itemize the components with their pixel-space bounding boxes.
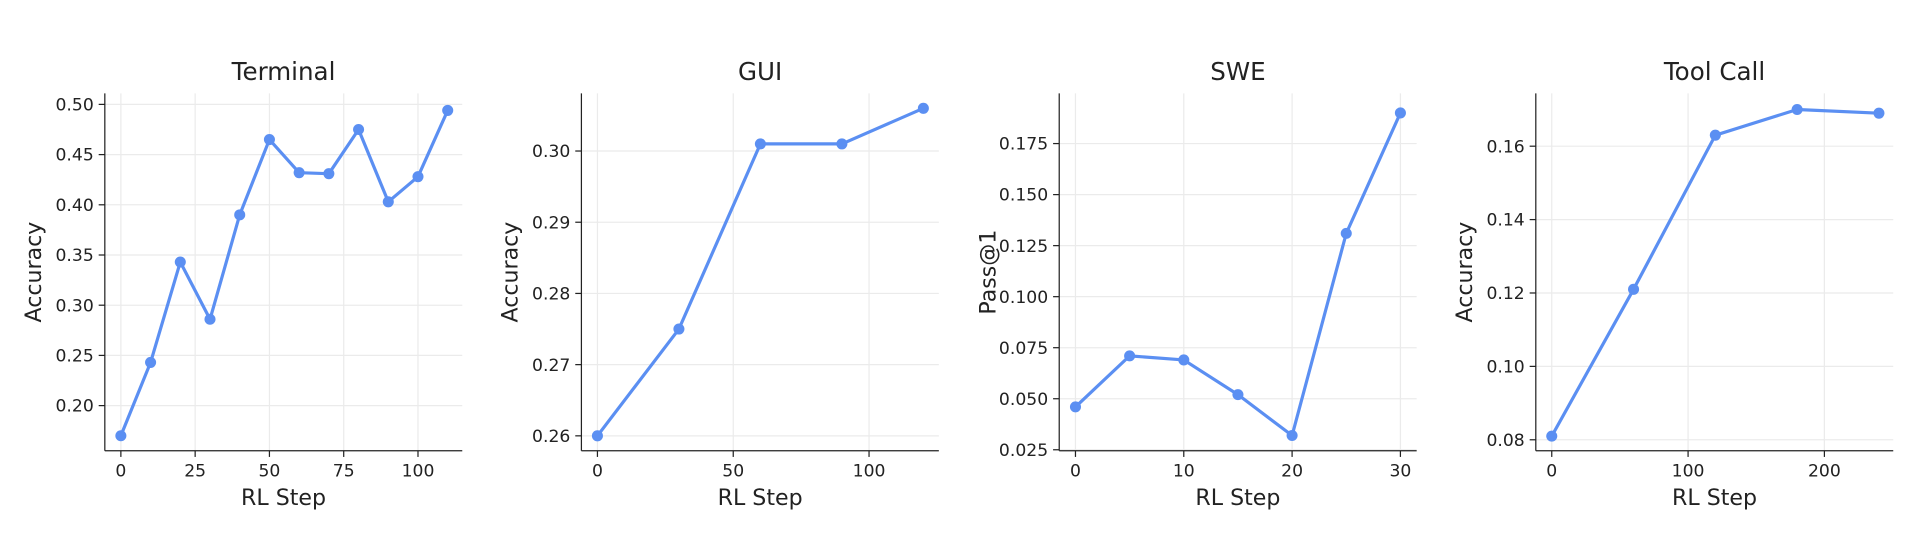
y-tick-label: 0.30	[55, 296, 93, 316]
data-point	[1232, 389, 1244, 401]
y-tick-label: 0.35	[55, 246, 93, 266]
x-tick-label: 0	[1546, 462, 1557, 482]
data-point	[1178, 354, 1190, 366]
x-tick-label: 10	[1173, 462, 1195, 482]
x-tick-label: 100	[853, 462, 886, 482]
x-axis-label: RL Step	[241, 485, 326, 511]
chart-title: GUI	[738, 57, 782, 86]
data-point	[204, 313, 216, 325]
y-tick-label: 0.16	[1486, 137, 1524, 157]
y-tick-label: 0.45	[55, 146, 93, 166]
x-tick-label: 200	[1808, 462, 1841, 482]
data-point	[412, 171, 424, 183]
data-point	[263, 134, 275, 146]
data-point	[673, 323, 685, 335]
data-line	[119, 109, 450, 437]
y-tick-label: 0.050	[999, 390, 1048, 410]
y-tick-label: 0.12	[1486, 284, 1524, 304]
data-point	[1286, 429, 1298, 442]
y-tick-label: 0.14	[1486, 211, 1524, 231]
data-point	[293, 167, 305, 179]
data-point	[1069, 401, 1081, 413]
x-tick-label: 100	[402, 462, 435, 482]
data-point	[234, 209, 246, 221]
data-point	[323, 168, 335, 180]
y-tick-label: 0.29	[532, 213, 570, 233]
data-point	[591, 430, 603, 442]
y-tick-label: 0.025	[999, 441, 1048, 461]
y-tick-label: 0.175	[999, 135, 1048, 155]
data-point	[1709, 129, 1721, 141]
x-tick-label: 30	[1389, 462, 1411, 482]
data-point	[1873, 107, 1885, 119]
y-tick-label: 0.150	[999, 186, 1048, 206]
y-tick-label: 0.30	[532, 142, 570, 162]
data-point	[382, 196, 394, 208]
x-tick-label: 0	[592, 462, 603, 482]
data-point	[754, 138, 766, 150]
x-tick-label: 0	[1070, 462, 1081, 482]
y-tick-label: 0.50	[55, 96, 93, 116]
data-point	[442, 104, 454, 116]
y-tick-label: 0.075	[999, 339, 1048, 359]
data-line	[1550, 107, 1880, 437]
data-point	[353, 123, 365, 136]
x-axis-label: RL Step	[718, 485, 803, 511]
y-tick-label: 0.27	[532, 356, 570, 376]
x-axis-label: RL Step	[1195, 485, 1280, 511]
y-tick-label: 0.28	[532, 285, 570, 305]
data-point	[174, 256, 186, 268]
chart-title: Terminal	[231, 57, 336, 86]
y-tick-label: 0.125	[999, 237, 1048, 257]
x-tick-label: 75	[333, 462, 355, 482]
y-tick-label: 0.100	[999, 288, 1048, 308]
x-tick-label: 100	[1672, 462, 1705, 482]
data-point	[1791, 103, 1803, 116]
data-point	[1546, 430, 1558, 442]
chart-title: Tool Call	[1663, 57, 1765, 86]
data-point	[145, 356, 157, 368]
data-point	[115, 430, 127, 442]
data-point	[1340, 227, 1352, 239]
x-tick-label: 50	[722, 462, 744, 482]
y-tick-label: 0.26	[532, 427, 570, 447]
y-tick-label: 0.10	[1486, 358, 1524, 378]
y-axis-label: Accuracy	[498, 222, 524, 323]
y-tick-label: 0.40	[55, 196, 93, 216]
y-tick-label: 0.25	[55, 347, 93, 367]
y-tick-label: 0.20	[55, 397, 93, 417]
data-point	[836, 138, 848, 150]
data-point	[1628, 283, 1640, 295]
x-tick-label: 50	[258, 462, 280, 482]
data-point	[1124, 350, 1136, 362]
data-point	[1394, 107, 1406, 119]
x-tick-label: 25	[184, 462, 206, 482]
data-line	[1074, 112, 1402, 438]
y-axis-label: Pass@1	[975, 230, 1001, 315]
data-point	[917, 102, 929, 114]
data-line	[596, 106, 925, 437]
y-axis-label: Accuracy	[21, 222, 47, 323]
x-tick-label: 0	[115, 462, 126, 482]
chart-title: SWE	[1210, 57, 1265, 86]
y-axis-label: Accuracy	[1452, 222, 1478, 323]
x-tick-label: 20	[1281, 462, 1303, 482]
x-axis-label: RL Step	[1672, 485, 1757, 511]
y-tick-label: 0.08	[1486, 431, 1524, 451]
